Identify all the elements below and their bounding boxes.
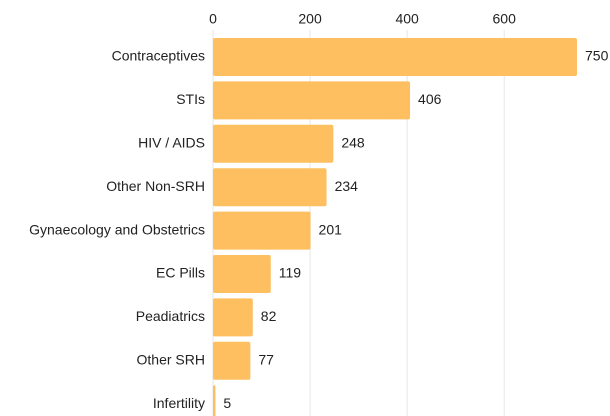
y-tick-label: Peadiatrics (136, 308, 205, 324)
y-tick-label: HIV / AIDS (138, 135, 205, 151)
y-tick-label: Other SRH (137, 352, 205, 368)
value-label: 82 (261, 308, 277, 324)
bar (213, 341, 251, 380)
y-tick-label: Infertility (153, 395, 205, 411)
value-label: 234 (335, 178, 359, 194)
bar (213, 81, 411, 120)
bar (213, 124, 334, 163)
x-tick-label: 600 (493, 11, 517, 27)
y-tick-label: Gynaecology and Obstetrics (29, 221, 205, 237)
y-tick-label: STIs (176, 91, 205, 107)
bar (213, 385, 216, 416)
value-label: 201 (319, 221, 343, 237)
value-label: 750 (585, 48, 609, 64)
value-label: 5 (223, 395, 231, 411)
y-tick-label: EC Pills (156, 265, 205, 281)
bar (213, 298, 253, 337)
value-label: 119 (279, 265, 302, 281)
bar (213, 211, 311, 250)
bar (213, 38, 577, 76)
y-tick-label: Contraceptives (112, 48, 205, 64)
bar (213, 168, 327, 207)
x-tick-label: 400 (395, 11, 419, 27)
bar (213, 255, 271, 293)
value-label: 248 (341, 135, 365, 151)
x-tick-label: 0 (209, 11, 217, 27)
value-label: 406 (418, 91, 442, 107)
y-tick-label: Other Non-SRH (106, 178, 205, 194)
x-tick-label: 200 (298, 11, 322, 27)
value-label: 77 (258, 352, 274, 368)
